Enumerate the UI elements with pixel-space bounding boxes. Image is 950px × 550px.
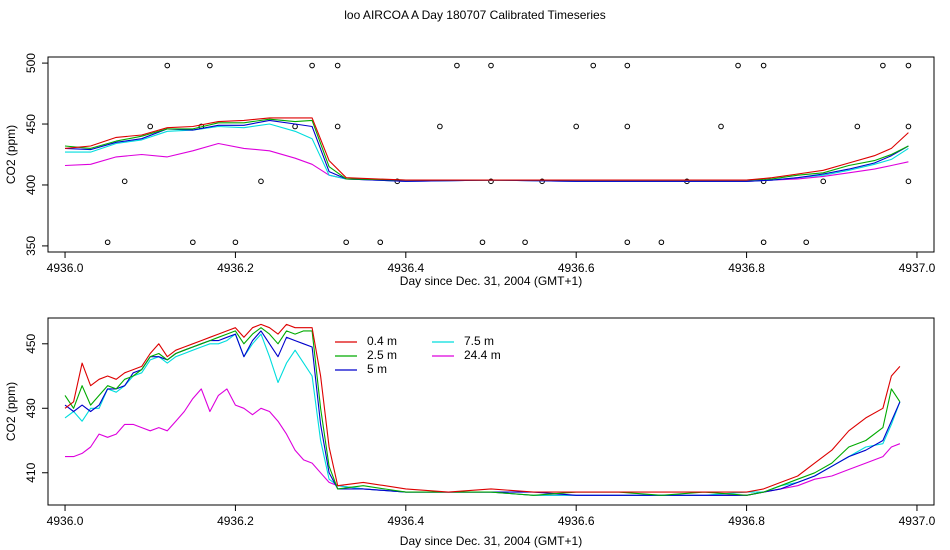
x-tick-label: 4937.0 bbox=[899, 261, 936, 275]
data-point bbox=[258, 178, 264, 185]
x-tick-label: 4936.8 bbox=[728, 514, 765, 528]
data-point bbox=[658, 239, 665, 246]
data-point bbox=[488, 178, 494, 185]
x-axis-label: Day since Dec. 31, 2004 (GMT+1) bbox=[400, 534, 582, 548]
series-line-7-5-m bbox=[65, 123, 909, 182]
data-point bbox=[624, 123, 631, 130]
y-tick-label: 410 bbox=[24, 462, 38, 482]
data-point bbox=[522, 239, 528, 246]
x-tick-label: 4936.6 bbox=[558, 514, 595, 528]
y-tick-label: 500 bbox=[24, 53, 38, 73]
x-tick-label: 4936.4 bbox=[387, 514, 424, 528]
data-point bbox=[718, 123, 724, 130]
legend: 0.4 m2.5 m5 m 7.5 m24.4 m bbox=[335, 334, 501, 376]
plot-frame bbox=[47, 317, 935, 506]
data-point bbox=[437, 123, 443, 130]
data-point bbox=[104, 239, 111, 246]
data-point bbox=[292, 123, 298, 130]
bottom-panel: 4936.0 4936.2 4936.4 4936.6 4936.8 4937.0 410 4… bbox=[4, 317, 936, 548]
plot-frame bbox=[47, 56, 935, 253]
x-tick-label: 4936.6 bbox=[558, 261, 595, 275]
data-point bbox=[820, 178, 827, 185]
y-tick-label: 450 bbox=[24, 114, 38, 134]
x-tick-label: 4936.8 bbox=[728, 261, 765, 275]
y-tick-label: 400 bbox=[24, 175, 38, 195]
data-point bbox=[488, 62, 494, 69]
data-point bbox=[760, 62, 767, 69]
series-line-24-4-m bbox=[64, 142, 909, 182]
data-point bbox=[343, 239, 349, 246]
data-point bbox=[334, 123, 341, 130]
data-point bbox=[232, 239, 239, 246]
x-tick-label: 4936.2 bbox=[217, 261, 254, 275]
series-line-0-4-m bbox=[64, 323, 901, 493]
data-point bbox=[905, 62, 912, 69]
data-point bbox=[479, 239, 486, 246]
legend-label: 0.4 m bbox=[367, 334, 397, 348]
data-point bbox=[190, 239, 196, 246]
series-line-5-m bbox=[64, 330, 901, 496]
legend-label: 5 m bbox=[367, 362, 387, 376]
series-line-2-5-m bbox=[64, 118, 909, 181]
page-title: loo AIRCOA A Day 180707 Calibrated Times… bbox=[344, 8, 606, 22]
data-point bbox=[121, 178, 128, 185]
y-tick-label: 430 bbox=[24, 398, 38, 418]
x-tick-label: 4936.0 bbox=[47, 514, 84, 528]
series-line-24-4-m bbox=[65, 388, 901, 496]
data-point bbox=[735, 62, 741, 69]
series-group bbox=[64, 323, 901, 496]
y-axis-label: CO2 (ppm) bbox=[4, 382, 18, 441]
data-point bbox=[880, 62, 886, 69]
data-point bbox=[147, 123, 154, 130]
legend-label: 24.4 m bbox=[464, 348, 501, 362]
x-tick-label: 4936.0 bbox=[47, 261, 84, 275]
y-tick-label: 350 bbox=[24, 236, 38, 256]
data-point bbox=[624, 239, 631, 246]
series-line-2-5-m bbox=[64, 327, 901, 496]
data-point bbox=[854, 123, 861, 130]
y-axis-label: CO2 (ppm) bbox=[4, 125, 18, 184]
series-line-0-4-m bbox=[64, 117, 909, 181]
data-point bbox=[377, 239, 384, 246]
legend-label: 2.5 m bbox=[367, 348, 397, 362]
x-tick-label: 4936.2 bbox=[217, 514, 254, 528]
x-tick-label: 4936.4 bbox=[387, 261, 424, 275]
top-panel: 4936.0 4936.2 4936.4 4936.6 4936.8 4937.0 350 4… bbox=[4, 53, 935, 288]
legend-label: 7.5 m bbox=[464, 334, 494, 348]
data-point bbox=[624, 62, 631, 69]
data-point bbox=[760, 239, 767, 246]
x-axis-label: Day since Dec. 31, 2004 (GMT+1) bbox=[400, 274, 582, 288]
data-point bbox=[590, 62, 597, 69]
series-group bbox=[64, 62, 912, 246]
data-point bbox=[803, 239, 810, 246]
data-point bbox=[207, 62, 213, 69]
data-point bbox=[905, 178, 912, 185]
data-point bbox=[309, 62, 315, 69]
data-point bbox=[905, 123, 912, 130]
data-point bbox=[334, 62, 341, 69]
data-point bbox=[573, 123, 579, 130]
data-point bbox=[164, 62, 171, 69]
x-tick-label: 4937.0 bbox=[899, 514, 936, 528]
data-point bbox=[454, 62, 460, 69]
y-tick-label: 450 bbox=[24, 333, 38, 353]
